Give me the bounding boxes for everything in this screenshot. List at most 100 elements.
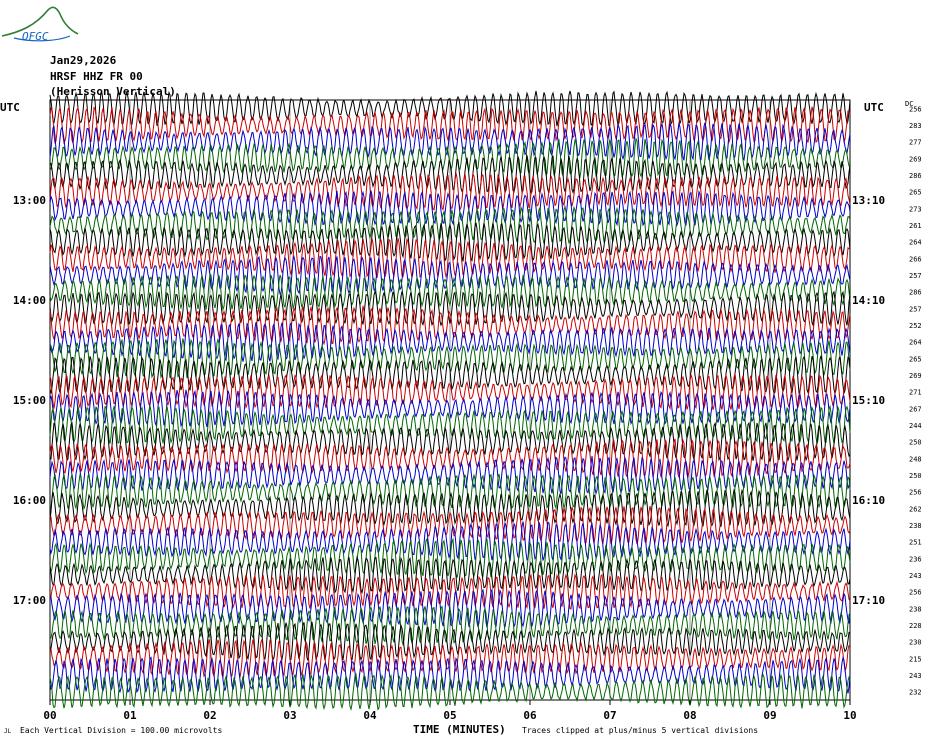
dc-offset-label: 256	[909, 489, 922, 497]
trace-line	[50, 421, 851, 463]
x-axis-title: TIME (MINUTES)	[413, 723, 506, 736]
footer-right-note: Traces clipped at plus/minus 5 vertical …	[522, 726, 758, 735]
trace-line	[49, 656, 851, 694]
dc-offset-label: 215	[909, 655, 922, 663]
x-tick-label: 05	[443, 709, 456, 722]
trace-line	[49, 90, 851, 127]
dc-offset-label: 244	[909, 422, 922, 430]
trace-group	[49, 90, 851, 712]
dc-offset-label: 230	[909, 639, 922, 647]
dc-offset-label: 252	[909, 322, 922, 330]
dc-offset-label: 248	[909, 455, 922, 463]
dc-offset-label: 243	[909, 672, 922, 680]
dc-offset-label: 269	[909, 372, 922, 380]
dc-offset-label: 286	[909, 172, 922, 180]
left-time-labels: 13:00 14:00 15:00 16:00 17:00	[13, 194, 46, 607]
left-hour-label: 13:00	[13, 194, 46, 207]
author-mark: JL	[4, 728, 12, 735]
left-axis-title: UTC	[0, 101, 20, 114]
trace-line	[49, 637, 851, 679]
trace-line	[49, 521, 851, 562]
footer-left-note: Each Vertical Division = 100.00 microvol…	[20, 726, 222, 735]
dc-offset-label: 265	[909, 355, 922, 363]
trace-line	[49, 237, 851, 279]
x-tick-label: 10	[843, 709, 856, 722]
dc-offset-label: 236	[909, 555, 922, 563]
trace-line	[49, 455, 851, 496]
trace-line	[49, 555, 851, 595]
x-tick-label: 02	[203, 709, 216, 722]
trace-line	[49, 621, 851, 662]
trace-line	[49, 273, 851, 312]
dc-offset-label: 286	[909, 289, 922, 297]
ofgc-logo: OFGC	[1, 6, 79, 43]
left-hour-label: 14:00	[13, 294, 46, 307]
x-tick-label: 06	[523, 709, 537, 722]
left-hour-label: 17:00	[13, 594, 46, 607]
dc-offset-label: 250	[909, 439, 922, 447]
x-tick-label: 03	[283, 709, 296, 722]
trace-line	[49, 373, 851, 411]
dc-offset-label: 243	[909, 572, 922, 580]
right-axis-title: UTC	[864, 101, 884, 114]
dc-offset-label: 250	[909, 472, 922, 480]
dc-offset-label: 251	[909, 539, 922, 547]
trace-line	[49, 155, 851, 196]
right-hour-label: 13:10	[852, 194, 885, 207]
left-hour-label: 15:00	[13, 394, 46, 407]
trace-line	[49, 289, 851, 327]
dc-offset-label: 257	[909, 272, 922, 280]
right-time-labels: 13:10 14:10 15:10 16:10 17:10	[852, 194, 885, 607]
dc-offset-label: 257	[909, 305, 922, 313]
trace-line	[49, 537, 851, 578]
dc-offset-label: 228	[909, 622, 922, 630]
dc-offset-label: 267	[909, 405, 922, 413]
trace-line	[49, 605, 851, 647]
dc-offset-label: 262	[909, 505, 922, 513]
dc-offset-label: 261	[909, 222, 922, 230]
dc-offset-label: 238	[909, 605, 922, 613]
x-tick-label: 08	[683, 709, 696, 722]
date-label: Jan29,2026	[50, 54, 117, 67]
left-hour-label: 16:00	[13, 494, 46, 507]
trace-line	[49, 122, 851, 162]
x-tick-label: 00	[43, 709, 56, 722]
dc-offset-label: 277	[909, 139, 922, 147]
dc-offset-label: 269	[909, 155, 922, 163]
trace-line	[49, 322, 851, 362]
trace-line	[49, 672, 851, 712]
dc-offset-label: 256	[909, 589, 922, 597]
dc-offset-label: 264	[909, 339, 922, 347]
dc-offset-label: 266	[909, 255, 922, 263]
x-tick-label: 07	[603, 709, 616, 722]
dc-offset-label: 232	[909, 689, 922, 697]
dc-offset-labels: 256 283 277 269 286 265 273 261 264 266 257 286 257 2…	[909, 105, 922, 696]
trace-line	[49, 221, 851, 262]
trace-line	[49, 404, 851, 445]
right-hour-label: 14:10	[852, 294, 885, 307]
dc-offset-label: 271	[909, 389, 922, 397]
x-tick-label: 01	[123, 709, 137, 722]
trace-line	[49, 438, 851, 479]
trace-line	[49, 488, 851, 528]
dc-offset-label: 256	[909, 105, 922, 113]
dc-offset-label: 265	[909, 189, 922, 197]
station-label: HRSF HHZ FR 00	[50, 70, 143, 83]
x-axis: 00 01 02 03 04 05 06 07 08 09 10	[43, 700, 857, 722]
x-tick-label: 09	[763, 709, 776, 722]
right-hour-label: 16:10	[852, 494, 885, 507]
dc-header: DC	[905, 100, 913, 108]
trace-line	[49, 106, 851, 145]
dc-offset-label: 264	[909, 239, 922, 247]
dc-offset-label: 238	[909, 522, 922, 530]
right-hour-label: 15:10	[852, 394, 885, 407]
right-hour-label: 17:10	[852, 594, 885, 607]
dc-offset-label: 273	[909, 205, 922, 213]
logo-text: OFGC	[22, 30, 49, 43]
trace-line	[49, 588, 851, 628]
trace-line	[49, 573, 851, 610]
x-tick-label: 04	[363, 709, 377, 722]
dc-offset-label: 283	[909, 122, 922, 130]
